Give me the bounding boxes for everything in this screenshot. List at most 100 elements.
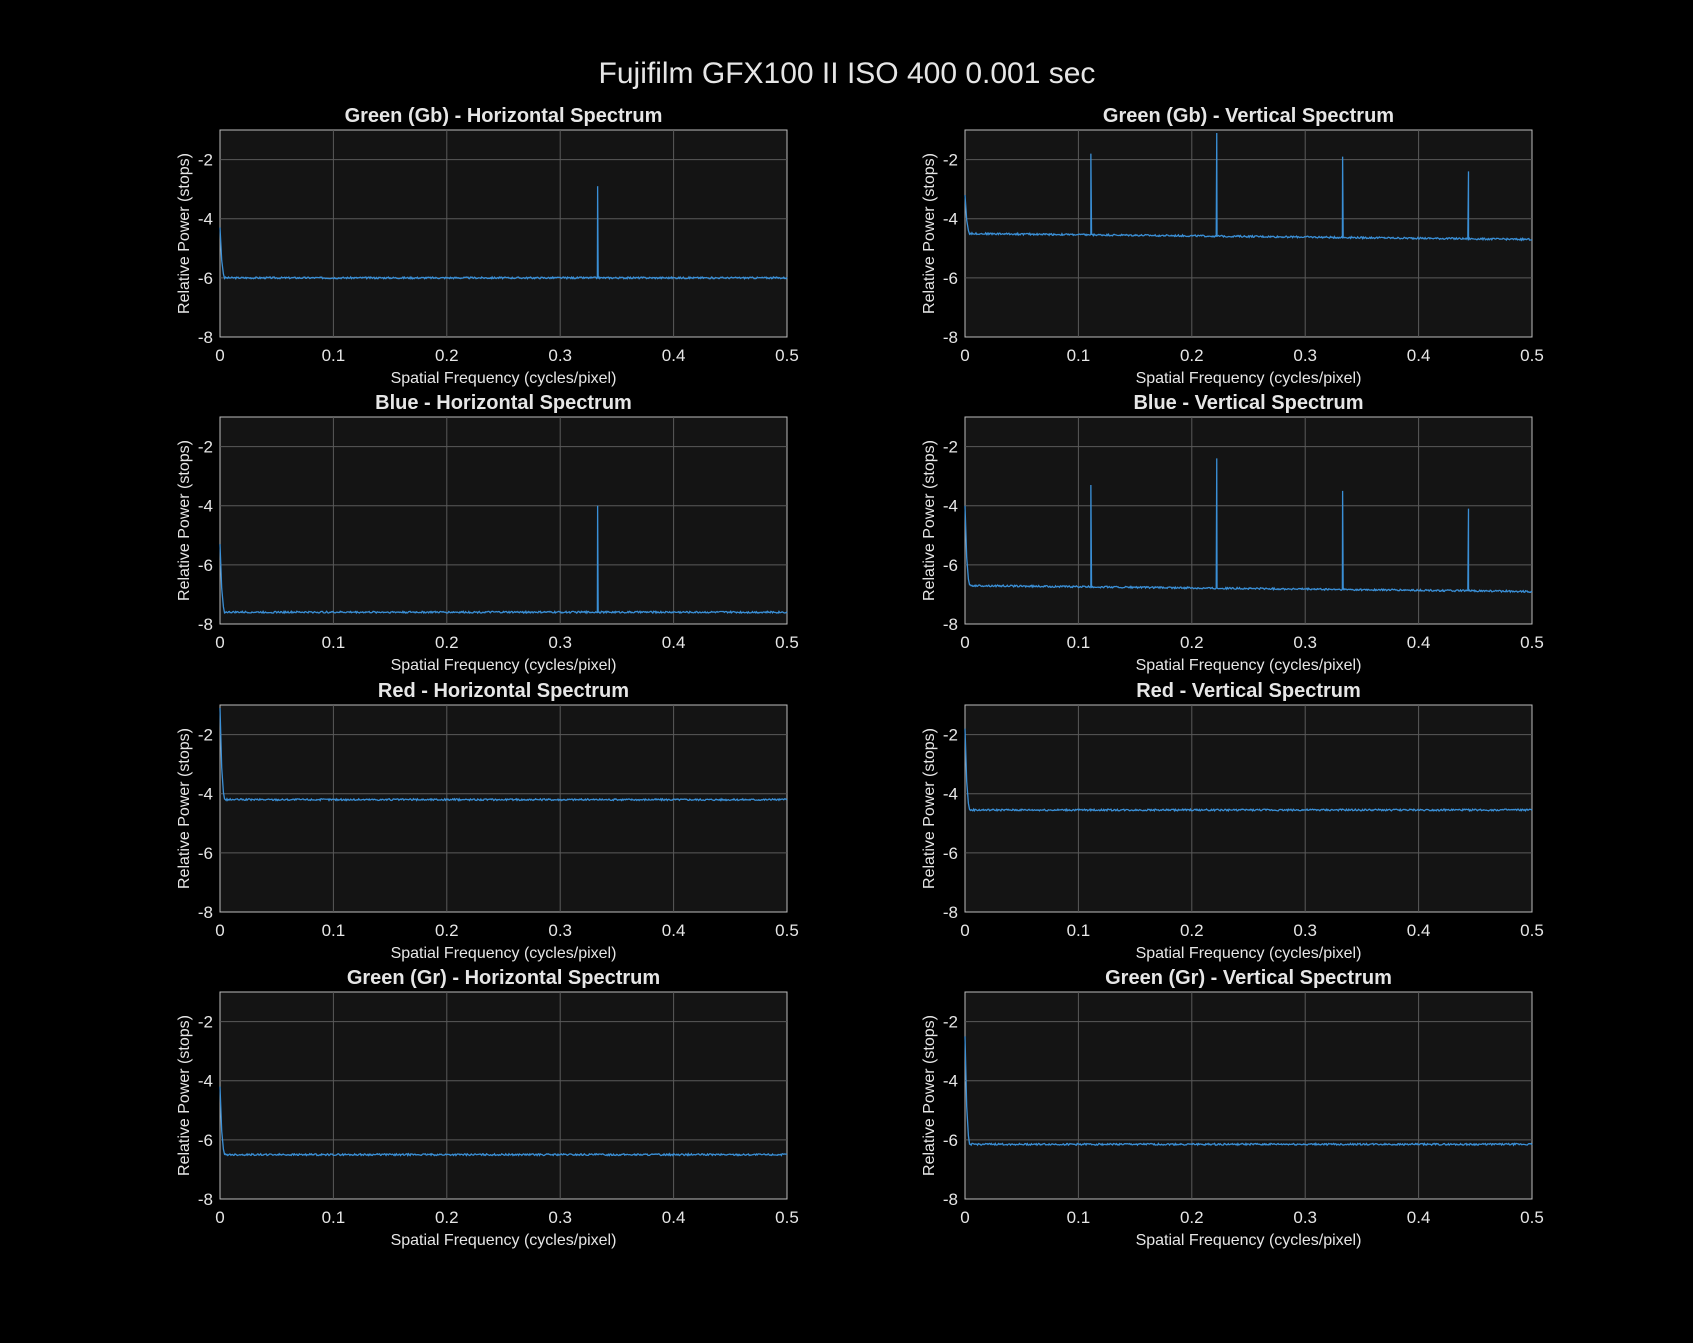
x-tick-label: 0.2 bbox=[1180, 346, 1204, 365]
subplot-title: Green (Gb) - Vertical Spectrum bbox=[1103, 105, 1394, 127]
x-tick-label: 0.4 bbox=[662, 633, 686, 652]
subplot-2: Green (Gb) - Vertical Spectrum 0 0.1 0.2 0.3… bbox=[921, 105, 1544, 387]
x-tick-label: 0.5 bbox=[775, 1208, 799, 1227]
x-tick-label: 0 bbox=[960, 1208, 969, 1227]
subplot-title: Red - Vertical Spectrum bbox=[1136, 680, 1361, 702]
subplot-grid: Green (Gb) - Horizontal Spectrum 0 0.1 0.2 0… bbox=[176, 105, 1544, 1249]
y-tick-label: -2 bbox=[943, 151, 958, 170]
y-axis-label: Relative Power (stops) bbox=[921, 728, 938, 889]
y-axis-label: Relative Power (stops) bbox=[921, 153, 938, 314]
plot-area bbox=[964, 991, 1533, 1200]
y-tick-label: -4 bbox=[198, 497, 213, 516]
x-tick-label: 0.1 bbox=[322, 346, 346, 365]
y-tick-label: -8 bbox=[198, 615, 213, 634]
y-axis-label: Relative Power (stops) bbox=[921, 440, 938, 601]
x-tick-label: 0.4 bbox=[662, 346, 686, 365]
y-tick-label: -8 bbox=[943, 903, 958, 922]
x-tick-label: 0 bbox=[960, 921, 969, 940]
spectrum-series-line bbox=[964, 1036, 1533, 1147]
y-tick-label: -4 bbox=[198, 785, 213, 804]
x-tick-label: 0.2 bbox=[1180, 921, 1204, 940]
x-tick-label: 0.3 bbox=[548, 633, 572, 652]
x-tick-label: 0.5 bbox=[775, 633, 799, 652]
x-tick-label: 0.2 bbox=[435, 633, 459, 652]
spectrum-series-line bbox=[964, 728, 1533, 813]
y-axis-label: Relative Power (stops) bbox=[176, 728, 193, 889]
y-tick-label: -6 bbox=[198, 1131, 213, 1150]
subplot-8: Green (Gr) - Vertical Spectrum 0 0.1 0.2 0.3… bbox=[921, 967, 1544, 1249]
plot-area bbox=[964, 129, 1533, 338]
y-axis-label: Relative Power (stops) bbox=[176, 440, 193, 601]
y-tick-label: -8 bbox=[943, 328, 958, 347]
y-tick-label: -6 bbox=[198, 556, 213, 575]
x-tick-label: 0.1 bbox=[1067, 346, 1091, 365]
x-tick-label: 0.2 bbox=[435, 921, 459, 940]
y-tick-label: -2 bbox=[943, 438, 958, 457]
y-tick-label: -4 bbox=[943, 1072, 958, 1091]
x-tick-label: 0.1 bbox=[1067, 1208, 1091, 1227]
subplot-7: Green (Gr) - Horizontal Spectrum 0 0.1 0.2 0… bbox=[176, 967, 799, 1249]
y-tick-label: -2 bbox=[198, 151, 213, 170]
spectrum-series-line bbox=[964, 458, 1533, 594]
x-tick-label: 0.5 bbox=[775, 346, 799, 365]
x-tick-label: 0.2 bbox=[1180, 1208, 1204, 1227]
y-tick-label: -8 bbox=[943, 1190, 958, 1209]
spectrum-series-line bbox=[964, 132, 1533, 242]
y-tick-label: -6 bbox=[943, 556, 958, 575]
x-axis-label: Spatial Frequency (cycles/pixel) bbox=[391, 1232, 617, 1249]
x-tick-label: 0 bbox=[215, 346, 224, 365]
y-tick-label: -2 bbox=[198, 726, 213, 745]
x-tick-label: 0 bbox=[215, 921, 224, 940]
subplot-4: Blue - Vertical Spectrum 0 0.1 0.2 0.3 0.4 0.5… bbox=[921, 392, 1544, 674]
x-tick-label: 0.4 bbox=[662, 921, 686, 940]
y-axis-label: Relative Power (stops) bbox=[921, 1015, 938, 1176]
plot-area bbox=[219, 416, 788, 625]
y-tick-label: -2 bbox=[943, 1013, 958, 1032]
y-axis-label: Relative Power (stops) bbox=[176, 153, 193, 314]
spectrum-series-line bbox=[219, 505, 788, 615]
x-axis-label: Spatial Frequency (cycles/pixel) bbox=[1136, 945, 1362, 962]
x-tick-label: 0.1 bbox=[322, 1208, 346, 1227]
plot-area bbox=[219, 704, 788, 913]
y-tick-label: -6 bbox=[198, 844, 213, 863]
y-tick-label: -2 bbox=[943, 726, 958, 745]
spectrum-series-line bbox=[219, 1086, 788, 1157]
subplot-title: Green (Gb) - Horizontal Spectrum bbox=[345, 105, 663, 127]
x-tick-label: 0.5 bbox=[1520, 921, 1544, 940]
y-tick-label: -6 bbox=[943, 844, 958, 863]
spectrum-series-line bbox=[219, 186, 788, 281]
x-tick-label: 0 bbox=[215, 633, 224, 652]
x-tick-label: 0.1 bbox=[1067, 921, 1091, 940]
spectrum-series-line bbox=[219, 707, 788, 802]
x-tick-label: 0.4 bbox=[1407, 346, 1431, 365]
x-axis-label: Spatial Frequency (cycles/pixel) bbox=[1136, 370, 1362, 387]
subplot-5: Red - Horizontal Spectrum 0 0.1 0.2 0.3 0.4 0.… bbox=[176, 680, 799, 962]
x-tick-label: 0.3 bbox=[548, 921, 572, 940]
y-tick-label: -6 bbox=[198, 269, 213, 288]
y-tick-label: -8 bbox=[943, 615, 958, 634]
x-tick-label: 0.3 bbox=[1293, 633, 1317, 652]
x-tick-label: 0.5 bbox=[1520, 1208, 1544, 1227]
x-tick-label: 0.5 bbox=[1520, 346, 1544, 365]
x-tick-label: 0.4 bbox=[1407, 633, 1431, 652]
x-axis-label: Spatial Frequency (cycles/pixel) bbox=[1136, 1232, 1362, 1249]
x-tick-label: 0.2 bbox=[435, 1208, 459, 1227]
x-tick-label: 0.3 bbox=[548, 1208, 572, 1227]
x-tick-label: 0.3 bbox=[1293, 346, 1317, 365]
x-axis-label: Spatial Frequency (cycles/pixel) bbox=[391, 370, 617, 387]
x-tick-label: 0.3 bbox=[1293, 1208, 1317, 1227]
y-tick-label: -4 bbox=[943, 210, 958, 229]
plot-area bbox=[219, 129, 788, 338]
y-axis-label: Relative Power (stops) bbox=[176, 1015, 193, 1176]
y-tick-label: -6 bbox=[943, 1131, 958, 1150]
x-tick-label: 0.1 bbox=[322, 921, 346, 940]
x-axis-label: Spatial Frequency (cycles/pixel) bbox=[391, 657, 617, 674]
x-tick-label: 0.4 bbox=[1407, 921, 1431, 940]
x-tick-label: 0.5 bbox=[775, 921, 799, 940]
subplot-1: Green (Gb) - Horizontal Spectrum 0 0.1 0.2 0… bbox=[176, 105, 799, 387]
y-tick-label: -8 bbox=[198, 903, 213, 922]
x-axis-label: Spatial Frequency (cycles/pixel) bbox=[391, 945, 617, 962]
y-tick-label: -8 bbox=[198, 328, 213, 347]
y-tick-label: -4 bbox=[198, 1072, 213, 1091]
